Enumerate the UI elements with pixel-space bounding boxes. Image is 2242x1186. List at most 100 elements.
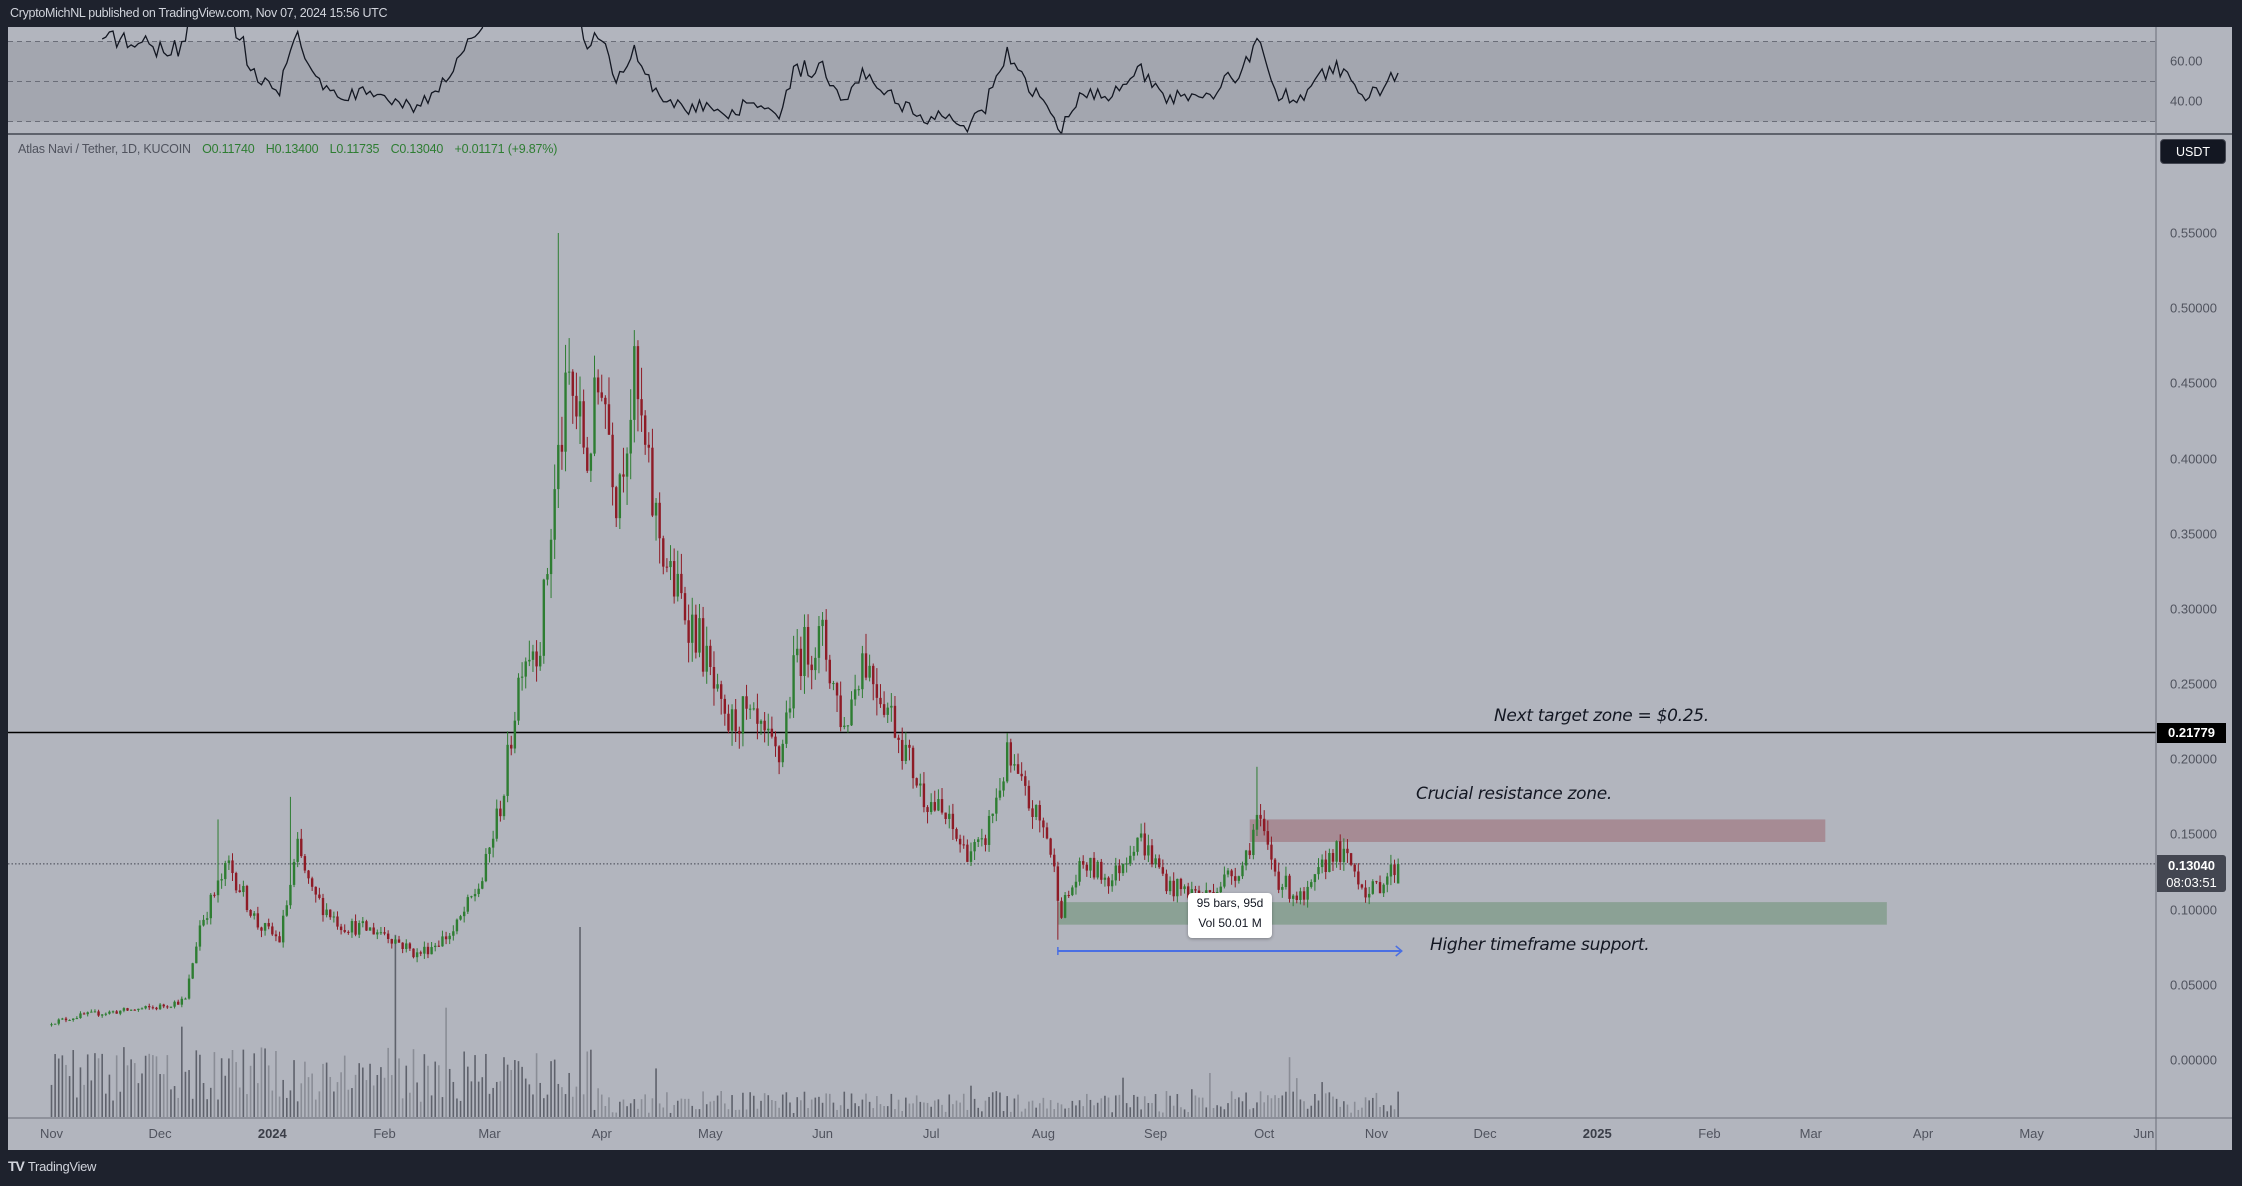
volume-bar [1332,1096,1334,1117]
candle [321,893,325,922]
volume-bar [470,1081,473,1117]
volume-bar [966,1109,969,1117]
candle-body [289,884,292,906]
candle-body [1082,861,1085,865]
currency-button[interactable]: USDT [2160,139,2226,164]
candle [600,374,603,402]
candle [202,914,205,927]
volume-bar [405,1065,408,1117]
volume-bar [807,1108,809,1117]
candle [155,1006,158,1011]
volume-bar [1111,1112,1113,1117]
time-tick: 2025 [1582,1126,1612,1141]
candle [1143,822,1146,860]
candle [166,1005,169,1009]
candle-body [1107,877,1110,887]
candle-body [1063,895,1067,918]
volume-bar [684,1098,686,1117]
volume-bar [97,1058,100,1117]
candle [586,436,589,474]
candle [955,827,958,842]
candle-body [1005,742,1009,782]
candle-body [397,939,401,943]
candle-body [386,933,390,939]
candle-body [209,894,212,919]
volume-bar [1071,1100,1074,1117]
candle-body [1205,890,1208,896]
volume-bar [640,1099,643,1117]
candle-body [216,880,220,896]
candle-body [517,677,520,721]
candle-body [1013,764,1016,766]
volume-bar [1343,1101,1345,1117]
candle-body [57,1019,60,1024]
symbol-name: Atlas Navi / Tether, 1D, KUCOIN [18,142,191,156]
candle-body [1266,831,1270,845]
candle [1252,824,1255,860]
candle-body [607,404,611,435]
volume-bar [727,1109,730,1117]
volume-bar [57,1058,60,1117]
volume-bar [521,1066,523,1117]
candle-body [1378,882,1382,894]
volume-bar [861,1099,864,1117]
candle-body [1176,878,1179,897]
candle [821,612,824,646]
volume-bar [575,1086,578,1117]
candle-body [687,620,690,643]
candle [1266,820,1270,850]
candle [1100,858,1103,884]
candle-body [1150,845,1154,865]
candle [426,942,430,959]
candle-body [368,927,372,931]
volume-bar [1310,1105,1313,1117]
volume-bar [83,1084,85,1117]
candle-body [1154,858,1157,865]
volume-bar [358,1063,360,1117]
volume-bar [955,1100,958,1117]
candle-body [879,697,882,705]
candle-body [1339,841,1342,863]
volume-bar [600,1094,603,1117]
resistance-note[interactable]: Crucial resistance zone. [1416,784,1612,804]
candle [593,355,596,457]
candle [195,942,198,964]
candle [1096,860,1099,880]
volume-bar [1292,1091,1294,1117]
support-note[interactable]: Higher timeframe support. [1430,935,1650,955]
candle [973,839,976,861]
candle [336,911,339,930]
volume-bar [336,1082,339,1117]
candle [434,942,437,952]
volume-bar [1368,1100,1370,1117]
candle-body [267,923,270,927]
volume-bar [850,1093,853,1117]
candle [1313,873,1317,891]
candle [173,1000,176,1009]
candle-body [980,838,984,840]
candle [542,578,546,664]
candle-body [1027,785,1031,809]
candle [1132,846,1136,861]
candle [796,629,799,663]
tradingview-logo[interactable]: TV TradingView [8,1158,96,1174]
target-note[interactable]: Next target zone = $0.25. [1494,706,1709,726]
candle [803,614,806,694]
candle-body [220,879,223,881]
pane-borders [8,27,2232,1150]
candle-body [539,655,542,667]
candle [256,906,260,930]
volume-bar [999,1092,1001,1117]
candle [365,919,368,931]
candle-body [966,844,969,862]
candle [1328,848,1331,873]
candle-body [1158,858,1161,868]
candle-body [1179,878,1183,890]
candle [325,903,328,918]
candle [1002,777,1005,797]
volume-bar [973,1098,976,1117]
volume-bar [112,1100,114,1117]
volume-bar [1216,1105,1218,1117]
candle-body [781,743,784,763]
